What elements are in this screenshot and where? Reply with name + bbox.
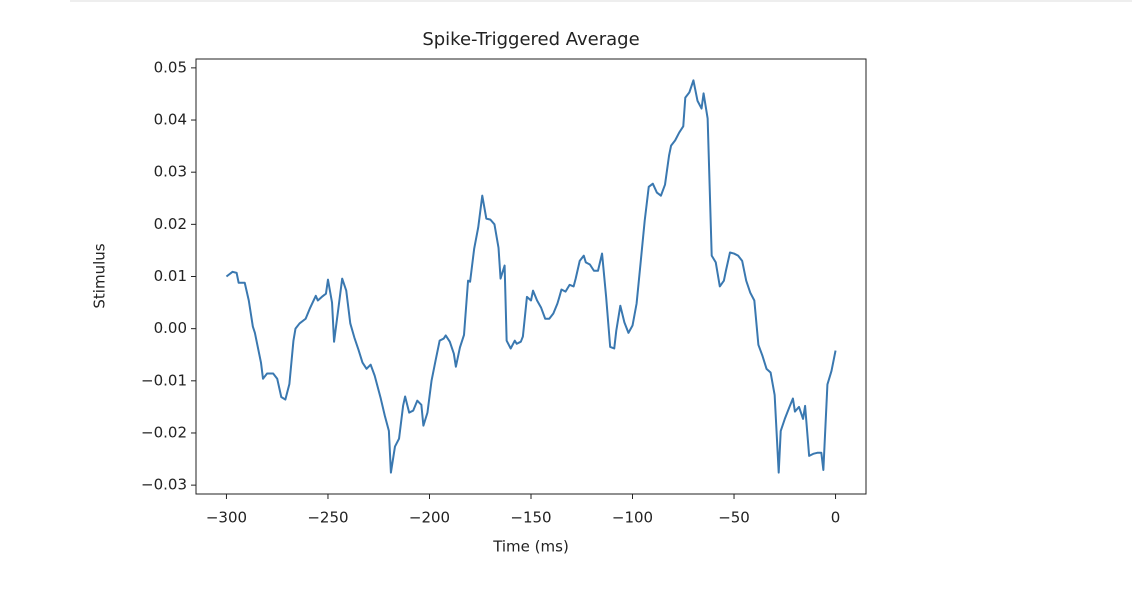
y-tick-label: 0.00 — [154, 319, 187, 337]
y-tick-label: 0.01 — [154, 267, 187, 285]
y-tick-label: 0.03 — [154, 163, 187, 181]
x-axis-label: Time (ms) — [492, 538, 569, 556]
x-tick-label: −100 — [612, 509, 653, 527]
y-tick-label: −0.03 — [141, 476, 187, 494]
x-tick-label: −300 — [206, 509, 247, 527]
y-tick-label: 0.05 — [154, 58, 187, 76]
x-tick-label: −50 — [718, 509, 750, 527]
plot-frame — [195, 58, 867, 495]
x-tick-label: 0 — [831, 509, 841, 527]
y-tick-label: −0.01 — [141, 371, 187, 389]
data-line — [225, 79, 837, 474]
y-tick-label: 0.02 — [154, 215, 187, 233]
y-tick-label: 0.04 — [154, 111, 187, 129]
y-tick-label: −0.02 — [141, 423, 187, 441]
x-tick-label: −250 — [307, 509, 348, 527]
y-axis-label: Stimulus — [91, 243, 109, 308]
x-tick-label: −200 — [409, 509, 450, 527]
chart-title: Spike-Triggered Average — [422, 29, 639, 50]
x-tick-label: −150 — [510, 509, 551, 527]
